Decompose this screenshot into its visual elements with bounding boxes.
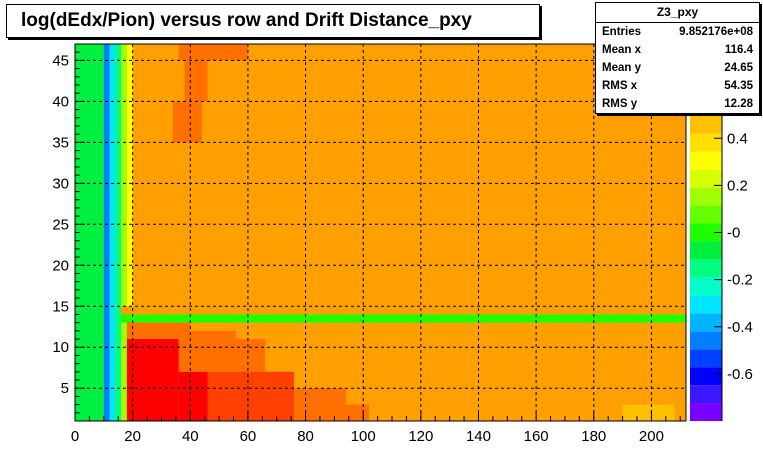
stat-label: Mean x bbox=[602, 44, 641, 56]
stat-label: RMS y bbox=[602, 98, 638, 110]
heatmap-cell-7 bbox=[178, 44, 248, 61]
palette-swatch-3 bbox=[690, 349, 722, 368]
stat-value: 24.65 bbox=[724, 62, 753, 74]
stat-row-entries: Entries 9.852176e+08 bbox=[596, 23, 759, 41]
palette-swatch-2 bbox=[690, 367, 722, 386]
stat-value: 116.4 bbox=[724, 44, 753, 56]
stat-row-mean-x: Mean x 116.4 bbox=[596, 41, 759, 59]
palette-tick-label: -0.2 bbox=[727, 272, 753, 289]
plot-title-text: log(dEdx/Pion) versus row and Drift Dist… bbox=[21, 10, 472, 31]
palette-swatch-8 bbox=[690, 259, 722, 278]
heatmap-cell-17 bbox=[207, 371, 295, 421]
x-tick-label: 0 bbox=[71, 428, 79, 445]
stat-label: Entries bbox=[602, 26, 641, 38]
palette-swatch-16 bbox=[690, 115, 722, 134]
stat-value: 9.852176e+08 bbox=[679, 26, 753, 38]
heatmap-cell-14 bbox=[178, 339, 266, 372]
stat-row-rms-x: RMS x 54.35 bbox=[596, 77, 759, 95]
heatmap-cell-2 bbox=[109, 44, 116, 421]
x-tick-label: 100 bbox=[351, 428, 376, 445]
heatmap-cell-3 bbox=[115, 44, 122, 421]
palette-swatch-15 bbox=[690, 133, 722, 152]
x-tick-label: 80 bbox=[297, 428, 314, 445]
heatmap-cell-18 bbox=[294, 388, 346, 421]
plot-title: log(dEdx/Pion) versus row and Drift Dist… bbox=[6, 4, 540, 38]
heatmap-cell-20 bbox=[622, 404, 675, 421]
heatmap-cell-6 bbox=[121, 314, 686, 323]
stat-label: Mean y bbox=[602, 62, 641, 74]
y-tick-label: 10 bbox=[52, 339, 69, 356]
x-tick-label: 180 bbox=[581, 428, 606, 445]
palette-tick-label: 0.2 bbox=[727, 177, 748, 194]
palette-swatch-11 bbox=[690, 205, 722, 224]
y-tick-label: 25 bbox=[52, 216, 69, 233]
stat-label: RMS x bbox=[602, 80, 638, 92]
x-tick-label: 40 bbox=[182, 428, 199, 445]
x-tick-label: 140 bbox=[466, 428, 491, 445]
y-tick-label: 30 bbox=[52, 175, 69, 192]
heatmap-cell-11 bbox=[126, 322, 191, 340]
stats-box: Z3_pxy Entries 9.852176e+08 Mean x 116.4… bbox=[595, 2, 760, 114]
y-tick-label: 15 bbox=[52, 298, 69, 315]
palette-swatch-10 bbox=[690, 223, 722, 242]
y-tick-label: 45 bbox=[52, 52, 69, 69]
x-tick-label: 120 bbox=[408, 428, 433, 445]
palette-swatch-4 bbox=[690, 331, 722, 350]
x-tick-label: 200 bbox=[639, 428, 664, 445]
heatmap-cell-9 bbox=[172, 101, 202, 143]
palette-tick-label: -0.6 bbox=[727, 366, 753, 383]
palette-tick-label: -0.4 bbox=[727, 319, 753, 336]
heatmap-cell-1 bbox=[103, 44, 110, 421]
palette-swatch-5 bbox=[690, 313, 722, 332]
palette-swatch-12 bbox=[690, 187, 722, 206]
palette-swatch-1 bbox=[690, 385, 722, 404]
palette-swatch-9 bbox=[690, 241, 722, 260]
palette-tick-label: -0 bbox=[727, 225, 740, 242]
heatmap-cell-19 bbox=[345, 404, 369, 421]
palette-swatch-6 bbox=[690, 295, 722, 314]
stat-row-rms-y: RMS y 12.28 bbox=[596, 95, 759, 113]
palette-tick-label: 0.4 bbox=[727, 130, 748, 147]
stat-value: 12.28 bbox=[724, 98, 753, 110]
x-tick-label: 60 bbox=[240, 428, 257, 445]
x-tick-label: 20 bbox=[124, 428, 141, 445]
stat-value: 54.35 bbox=[724, 80, 753, 92]
heatmap-cell-8 bbox=[184, 60, 208, 102]
heatmap-cells bbox=[75, 44, 686, 421]
y-tick-label: 20 bbox=[52, 257, 69, 274]
palette-swatch-7 bbox=[690, 277, 722, 296]
x-tick-label: 160 bbox=[524, 428, 549, 445]
heatmap-cell-10 bbox=[121, 322, 127, 421]
axes: 0 20 40 60 80 100 120 140 160 180 200 5 10 15 20 25 30 35… bbox=[52, 43, 687, 445]
palette-swatch-14 bbox=[690, 151, 722, 170]
heatmap-cell-13 bbox=[126, 339, 179, 356]
y-tick-label: 5 bbox=[61, 380, 69, 397]
heatmap-cell-16 bbox=[178, 371, 208, 421]
stats-name: Z3_pxy bbox=[596, 3, 759, 23]
y-tick-label: 40 bbox=[52, 93, 69, 110]
stat-row-mean-y: Mean y 24.65 bbox=[596, 59, 759, 77]
heatmap-cell-4 bbox=[121, 44, 127, 307]
y-tick-label: 35 bbox=[52, 134, 69, 151]
heatmap-cell-5 bbox=[126, 44, 133, 307]
heatmap-cell-12 bbox=[190, 330, 237, 340]
heatmap-cell-15 bbox=[126, 355, 179, 421]
palette-swatch-0 bbox=[690, 403, 722, 421]
palette-swatch-13 bbox=[690, 169, 722, 188]
